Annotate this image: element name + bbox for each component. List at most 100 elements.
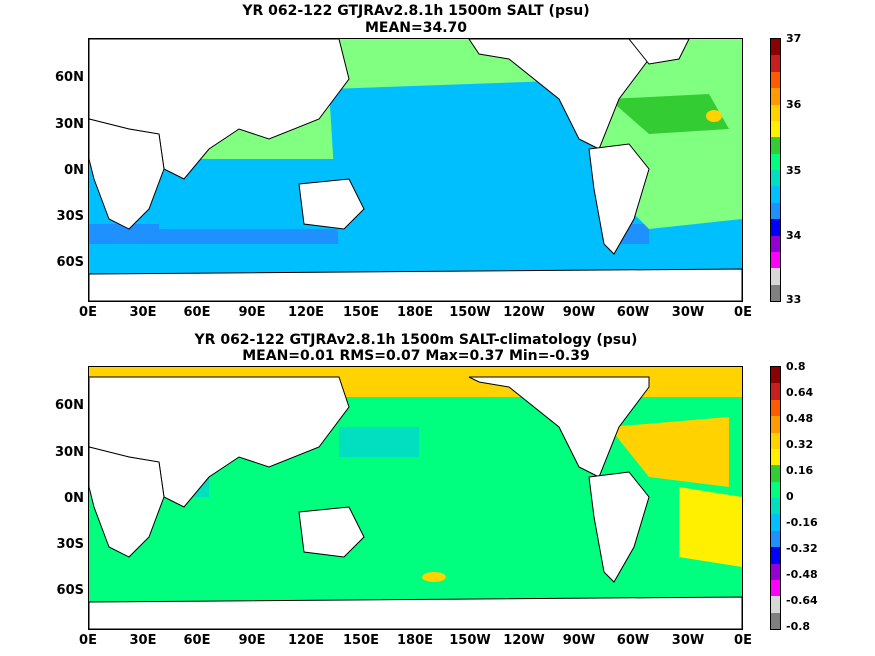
colorbar-segment — [771, 251, 780, 269]
top-cb-label-34: 34 — [786, 229, 802, 242]
top-map — [88, 38, 743, 302]
top-title: YR 062-122 GTJRAv2.8.1h 1500m SALT (psu) — [242, 3, 590, 19]
colorbar-segment — [771, 219, 780, 236]
top-xlabel-2: 60E — [183, 305, 211, 320]
bottom-ylabel-0n: 0N — [64, 491, 84, 506]
top-cb-label-36: 36 — [786, 98, 802, 111]
colorbar-segment — [771, 202, 780, 220]
gulfstream — [609, 94, 729, 134]
colorbar-segment — [771, 465, 780, 482]
bottom-cb-label-4: 0.16 — [786, 464, 814, 477]
greenland — [627, 38, 690, 65]
colorbar-segment — [771, 153, 780, 170]
colorbar-segment — [771, 55, 780, 72]
colorbar-segment — [771, 104, 780, 121]
north-atlantic-positive — [609, 417, 729, 487]
colorbar-segment — [771, 367, 780, 384]
bottom-xlabel-5: 150E — [342, 633, 380, 648]
top-ylabel-30s: 30S — [56, 209, 84, 224]
africa — [88, 118, 165, 230]
bottom-xlabel-7: 150W — [449, 633, 491, 648]
australia-bottom — [298, 506, 365, 558]
bottom-cb-label-3: 0.32 — [786, 438, 814, 451]
pacific-ocean — [329, 79, 619, 254]
colorbar-segment — [771, 268, 780, 285]
colorbar-segment — [771, 481, 780, 498]
antarctica-bottom — [88, 596, 743, 630]
bottom-xlabel-1: 30E — [129, 633, 157, 648]
colorbar-segment — [771, 170, 780, 187]
bottom-xlabel-6: 180E — [396, 633, 434, 648]
bottom-cb-label-6: -0.16 — [786, 516, 818, 529]
top-xlabel-7: 150W — [449, 305, 491, 320]
bottom-cb-label-7: -0.32 — [786, 542, 818, 555]
bottom-cb-label-0: 0.8 — [786, 360, 806, 373]
colorbar-segment — [771, 88, 780, 105]
bottom-xlabel-12: 0E — [734, 633, 752, 648]
bottom-ylabel-60n: 60N — [55, 398, 84, 413]
bottom-cb-label-10: -0.8 — [786, 620, 811, 633]
top-cb-label-33: 33 — [786, 293, 802, 306]
bottom-colorbar — [770, 366, 781, 630]
top-xlabel-12: 0E — [734, 305, 752, 320]
bottom-ylabel-30s: 30S — [56, 537, 84, 552]
colorbar-segment — [771, 284, 780, 301]
colorbar-segment — [771, 612, 780, 629]
bottom-xlabel-9: 90W — [562, 633, 596, 648]
colorbar-segment — [771, 383, 780, 400]
colorbar-segment — [771, 416, 780, 433]
colorbar-segment — [771, 448, 780, 466]
bottom-cb-label-1: 0.64 — [786, 386, 814, 399]
colorbar-segment — [771, 596, 780, 613]
africa-bottom — [88, 446, 165, 558]
top-xlabel-3: 90E — [238, 305, 266, 320]
bottom-xlabel-2: 60E — [183, 633, 211, 648]
top-cb-label-35: 35 — [786, 164, 802, 177]
bottom-xlabel-0: 0E — [79, 633, 97, 648]
top-mean: MEAN=34.70 — [364, 20, 468, 36]
colorbar-segment — [771, 514, 780, 531]
top-ylabel-60n: 60N — [55, 70, 84, 85]
colorbar-segment — [771, 71, 780, 89]
south-atlantic-positive — [679, 487, 742, 567]
colorbar-segment — [771, 579, 780, 597]
bottom-ylabel-60s: 60S — [56, 583, 84, 598]
colorbar-segment — [771, 186, 780, 203]
bottom-cb-label-5: 0 — [786, 490, 794, 503]
colorbar-segment — [771, 547, 780, 564]
colorbar-segment — [771, 432, 780, 449]
top-xlabel-9: 90W — [562, 305, 596, 320]
bottom-xlabel-10: 60W — [616, 633, 650, 648]
bottom-xlabel-11: 30W — [671, 633, 705, 648]
top-xlabel-11: 30W — [671, 305, 705, 320]
top-colorbar — [770, 38, 781, 302]
colorbar-segment — [771, 399, 780, 417]
mediterranean-outflow — [706, 110, 722, 122]
top-xlabel-6: 180E — [396, 305, 434, 320]
colorbar-segment — [771, 120, 780, 138]
top-xlabel-1: 30E — [129, 305, 157, 320]
top-xlabel-4: 120E — [287, 305, 325, 320]
colorbar-segment — [771, 498, 780, 515]
top-ylabel-0n: 0N — [64, 163, 84, 178]
bottom-map-svg — [88, 367, 743, 630]
bottom-cb-label-2: 0.48 — [786, 412, 814, 425]
top-ylabel-30n: 30N — [55, 117, 84, 132]
colorbar-segment — [771, 235, 780, 252]
bottom-map — [88, 366, 743, 630]
top-ylabel-60s: 60S — [56, 255, 84, 270]
kuroshio-negative — [339, 427, 419, 457]
colorbar-segment — [771, 39, 780, 56]
top-cb-label-37: 37 — [786, 32, 802, 45]
top-xlabel-10: 60W — [616, 305, 650, 320]
bottom-xlabel-8: 120W — [503, 633, 545, 648]
bottom-cb-label-8: -0.48 — [786, 568, 818, 581]
north-america-bottom — [468, 376, 650, 478]
bottom-xlabel-4: 120E — [287, 633, 325, 648]
bottom-ylabel-30n: 30N — [55, 445, 84, 460]
antarctica — [88, 268, 743, 302]
pacific-positive-patch — [422, 572, 446, 582]
australia — [298, 178, 365, 230]
south-america-bottom — [588, 471, 650, 583]
colorbar-segment — [771, 530, 780, 548]
